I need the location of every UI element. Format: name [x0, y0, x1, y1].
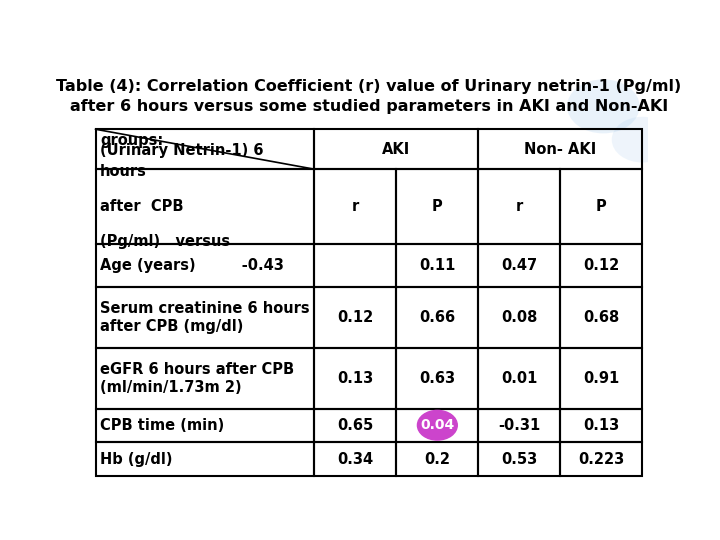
Text: 0.13: 0.13: [337, 371, 374, 386]
Text: Serum creatinine 6 hours
after CPB (mg/dl): Serum creatinine 6 hours after CPB (mg/d…: [100, 301, 310, 334]
Text: 0.66: 0.66: [419, 310, 456, 325]
Text: 0.12: 0.12: [337, 310, 374, 325]
Text: 0.11: 0.11: [419, 258, 456, 273]
Text: (Urinary Netrin-1) 6: (Urinary Netrin-1) 6: [100, 143, 264, 158]
Bar: [560, 442, 642, 476]
Text: 0.08: 0.08: [501, 310, 538, 325]
Bar: [396, 442, 478, 476]
Text: r: r: [351, 199, 359, 214]
Text: 0.91: 0.91: [583, 371, 619, 386]
Text: 0.13: 0.13: [583, 418, 619, 433]
Bar: [478, 409, 560, 442]
Bar: [478, 442, 560, 476]
Text: P: P: [432, 199, 443, 214]
Text: hours

after  CPB

(Pg/ml)   versus: hours after CPB (Pg/ml) versus: [100, 164, 230, 249]
Text: 0.223: 0.223: [578, 451, 624, 467]
Text: AKI: AKI: [382, 141, 410, 157]
Circle shape: [612, 117, 673, 163]
Bar: [478, 129, 642, 169]
Text: 0.12: 0.12: [583, 258, 619, 273]
Text: Table (4): Correlation Coefficient (r) value of Urinary netrin-1 (Pg/ml)
after 6: Table (4): Correlation Coefficient (r) v…: [56, 79, 682, 114]
Circle shape: [567, 79, 639, 133]
Text: Hb (g/dl): Hb (g/dl): [100, 451, 173, 467]
Bar: [560, 409, 642, 442]
Text: 0.68: 0.68: [583, 310, 619, 325]
Text: r: r: [516, 199, 523, 214]
Circle shape: [418, 410, 457, 440]
Bar: [315, 129, 478, 169]
Text: groups:: groups:: [100, 133, 163, 147]
Text: -0.31: -0.31: [498, 418, 541, 433]
Text: 0.04: 0.04: [420, 418, 454, 432]
Bar: [315, 442, 396, 476]
Bar: [96, 129, 315, 169]
Text: P: P: [596, 199, 607, 214]
Bar: [315, 409, 396, 442]
Bar: [396, 409, 478, 442]
Bar: [96, 409, 315, 442]
Text: Age (years)         -0.43: Age (years) -0.43: [100, 258, 284, 273]
Text: 0.63: 0.63: [419, 371, 456, 386]
Text: 0.65: 0.65: [337, 418, 374, 433]
Text: 0.2: 0.2: [424, 451, 450, 467]
Text: 0.53: 0.53: [501, 451, 538, 467]
Text: CPB time (min): CPB time (min): [100, 418, 225, 433]
Text: 0.47: 0.47: [501, 258, 537, 273]
Text: 0.01: 0.01: [501, 371, 538, 386]
Text: eGFR 6 hours after CPB
(ml/min/1.73m 2): eGFR 6 hours after CPB (ml/min/1.73m 2): [100, 362, 294, 395]
Text: 0.34: 0.34: [337, 451, 374, 467]
Bar: [96, 442, 315, 476]
Text: Non- AKI: Non- AKI: [524, 141, 596, 157]
